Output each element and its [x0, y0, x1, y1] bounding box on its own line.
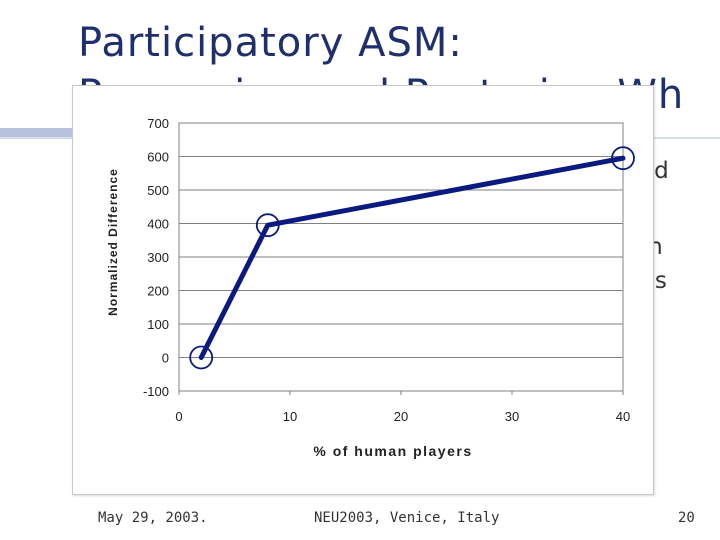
line-chart: 700 600 500 400 300 200 100 0 -100 0 10 20 30 40 % of …	[106, 116, 635, 459]
data-point-marker	[255, 213, 280, 238]
y-tick-label: 700	[147, 116, 169, 131]
y-tick-label: -100	[143, 384, 169, 399]
data-point-marker	[611, 146, 635, 171]
footer-event: NEU2003, Venice, Italy	[314, 510, 500, 526]
x-tick-label: 20	[394, 409, 408, 424]
data-point-marker	[189, 345, 214, 370]
x-tick-label: 0	[175, 409, 182, 424]
series-line	[198, 155, 626, 360]
y-tick-label: 0	[162, 351, 169, 366]
y-tick-label: 100	[147, 317, 169, 332]
x-tick-label: 30	[505, 409, 519, 424]
y-tick-label: 500	[147, 183, 169, 198]
chart-panel: 700 600 500 400 300 200 100 0 -100 0 10 20 30 40 % of …	[72, 85, 654, 495]
y-tick-label: 200	[147, 284, 169, 299]
footer-page-number: 20	[678, 510, 695, 526]
y-tick-label: 300	[147, 250, 169, 265]
slide-title: Participatory ASM:	[78, 20, 463, 66]
x-tick-label: 10	[283, 409, 297, 424]
y-tick-label: 400	[147, 217, 169, 232]
x-axis-label: % of human players	[313, 443, 472, 459]
x-tick-label: 40	[616, 409, 630, 424]
footer-date: May 29, 2003.	[98, 510, 208, 526]
y-tick-label: 600	[147, 150, 169, 165]
y-axis-label: Normalized Difference	[106, 168, 120, 316]
